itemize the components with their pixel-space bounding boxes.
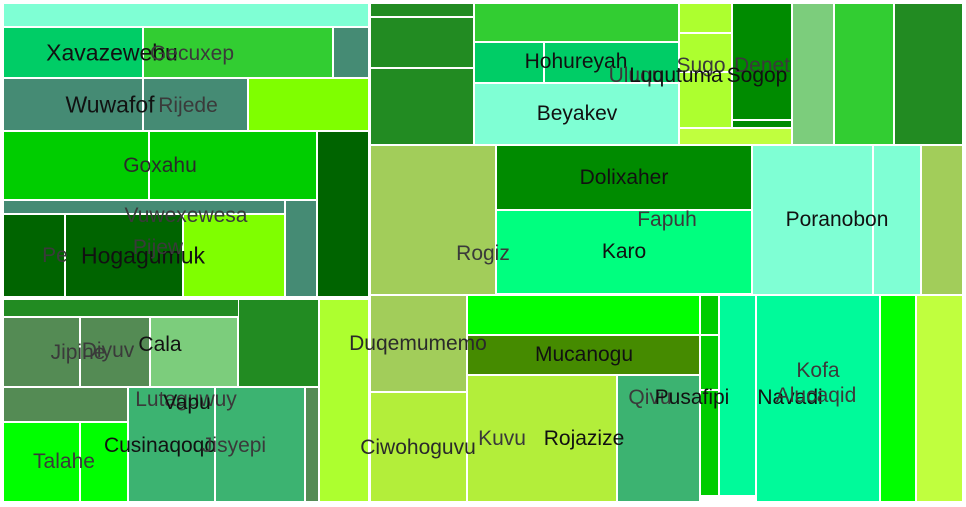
treemap-cell (679, 72, 732, 128)
treemap-cell (756, 295, 880, 502)
treemap-cell (149, 131, 317, 200)
treemap-cell (467, 375, 617, 502)
treemap-cell (732, 3, 792, 120)
treemap-cell (496, 145, 752, 210)
treemap-cell (370, 17, 474, 68)
treemap-cell (370, 295, 467, 392)
treemap-cell (248, 78, 369, 131)
treemap-cell (467, 295, 700, 335)
treemap-cell (617, 375, 700, 502)
treemap-cell (370, 392, 467, 502)
treemap-cell (370, 68, 474, 145)
treemap-cell (305, 387, 319, 502)
treemap-cell (467, 335, 700, 375)
treemap-cell (834, 3, 894, 145)
treemap-cell (370, 145, 496, 295)
treemap-cell (700, 390, 719, 496)
treemap-cell (80, 317, 150, 387)
treemap-cell (700, 335, 719, 390)
treemap-cell (679, 3, 732, 33)
treemap-cell (474, 83, 679, 145)
treemap-cell (65, 214, 183, 297)
treemap-cell (679, 33, 732, 72)
treemap-cell (319, 299, 369, 502)
treemap-cell (3, 422, 80, 502)
treemap-cell (732, 120, 792, 128)
treemap-cell (238, 299, 319, 387)
treemap-cell (894, 3, 963, 145)
treemap-cell (700, 295, 719, 335)
treemap-cell (880, 295, 916, 502)
treemap-cell (792, 3, 834, 145)
treemap-cell (719, 295, 756, 496)
treemap-cell (3, 387, 128, 422)
treemap-cell (3, 3, 369, 27)
treemap-cell (873, 145, 921, 295)
treemap-cell (3, 200, 285, 214)
treemap-cell (916, 295, 963, 502)
treemap-cell (3, 27, 143, 78)
treemap-cell (3, 131, 149, 200)
treemap-cell (143, 27, 333, 78)
treemap-cell (370, 3, 474, 17)
treemap-cell (285, 200, 317, 297)
treemap-cell (3, 214, 65, 297)
treemap-cell (474, 42, 544, 83)
treemap-cell (80, 422, 128, 502)
treemap-cell (3, 299, 239, 317)
treemap-cell (679, 128, 792, 145)
treemap-cell (921, 145, 963, 295)
treemap-cell (317, 131, 369, 297)
treemap-cell (3, 317, 80, 387)
treemap-cell (183, 214, 285, 297)
treemap-cell (752, 145, 873, 295)
treemap-cell (496, 210, 752, 294)
treemap-cell (3, 78, 143, 131)
treemap-cell (333, 27, 369, 78)
treemap-cell (215, 387, 305, 502)
treemap-cell (128, 387, 215, 502)
treemap-cell (143, 78, 248, 131)
treemap-cell (544, 42, 679, 83)
treemap-cell (150, 317, 238, 387)
treemap-cell (474, 3, 679, 42)
